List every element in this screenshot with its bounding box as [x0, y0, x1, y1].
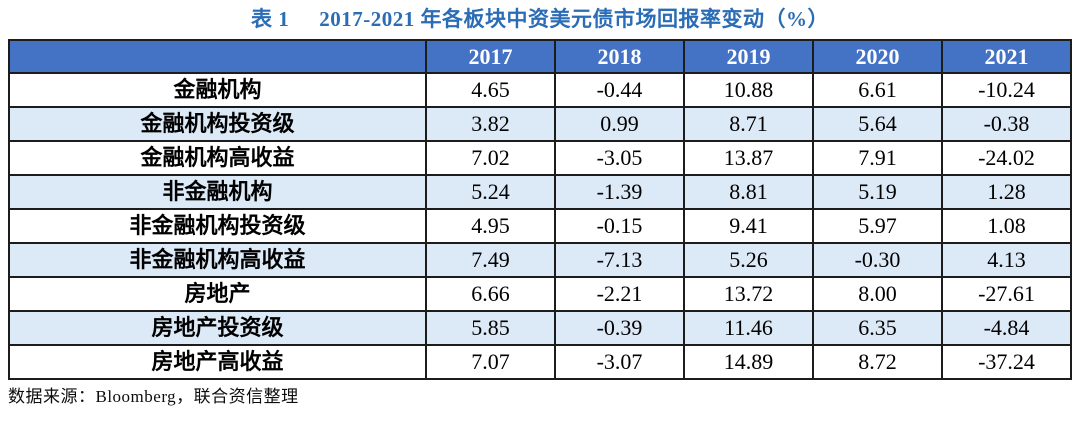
table-cell: 4.65 [425, 72, 556, 108]
table-row: 金融机构投资级 3.82 0.99 8.71 5.64 -0.38 [8, 106, 1072, 142]
table-cell: 7.91 [812, 140, 943, 176]
table-cell: -0.15 [554, 208, 685, 244]
header-cell-2018: 2018 [554, 39, 685, 74]
table-cell: 8.81 [683, 174, 814, 210]
table-cell: -27.61 [941, 276, 1072, 312]
table-row: 房地产投资级 5.85 -0.39 11.46 6.35 -4.84 [8, 310, 1072, 346]
table-cell: 13.87 [683, 140, 814, 176]
row-label: 金融机构 [8, 72, 427, 108]
returns-table: 2017 2018 2019 2020 2021 金融机构 4.65 -0.44… [8, 39, 1072, 380]
table-cell: 10.88 [683, 72, 814, 108]
table-cell: 8.72 [812, 344, 943, 380]
table-row: 非金融机构高收益 7.49 -7.13 5.26 -0.30 4.13 [8, 242, 1072, 278]
table-cell: -2.21 [554, 276, 685, 312]
table-cell: 13.72 [683, 276, 814, 312]
table-cell: -3.07 [554, 344, 685, 380]
table-row: 金融机构 4.65 -0.44 10.88 6.61 -10.24 [8, 72, 1072, 108]
table-number: 表 1 [251, 7, 290, 31]
header-row: 2017 2018 2019 2020 2021 [8, 39, 1072, 74]
table-cell: 0.99 [554, 106, 685, 142]
row-label: 非金融机构高收益 [8, 242, 427, 278]
table-row: 非金融机构 5.24 -1.39 8.81 5.19 1.28 [8, 174, 1072, 210]
table-cell: 4.13 [941, 242, 1072, 278]
header-cell-2021: 2021 [941, 39, 1072, 74]
row-label: 房地产投资级 [8, 310, 427, 346]
table-cell: -37.24 [941, 344, 1072, 380]
table-cell: 8.71 [683, 106, 814, 142]
row-label: 非金融机构投资级 [8, 208, 427, 244]
table-cell: -1.39 [554, 174, 685, 210]
table-cell: 5.85 [425, 310, 556, 346]
table-cell: -0.39 [554, 310, 685, 346]
table-cell: -3.05 [554, 140, 685, 176]
table-cell: 5.97 [812, 208, 943, 244]
table-cell: 4.95 [425, 208, 556, 244]
header-cell-blank [8, 39, 427, 74]
table-cell: 1.08 [941, 208, 1072, 244]
table-cell: 11.46 [683, 310, 814, 346]
table-cell: 7.02 [425, 140, 556, 176]
table-cell: -10.24 [941, 72, 1072, 108]
table-row: 房地产高收益 7.07 -3.07 14.89 8.72 -37.24 [8, 344, 1072, 380]
row-label: 非金融机构 [8, 174, 427, 210]
table-title-text: 2017-2021 年各板块中资美元债市场回报率变动（%） [319, 7, 829, 31]
table-cell: 5.24 [425, 174, 556, 210]
table-row: 金融机构高收益 7.02 -3.05 13.87 7.91 -24.02 [8, 140, 1072, 176]
table-cell: 6.61 [812, 72, 943, 108]
header-cell-2017: 2017 [425, 39, 556, 74]
table-cell: -24.02 [941, 140, 1072, 176]
row-label: 金融机构投资级 [8, 106, 427, 142]
table-cell: 9.41 [683, 208, 814, 244]
header-cell-2019: 2019 [683, 39, 814, 74]
table-cell: -0.44 [554, 72, 685, 108]
table-cell: 1.28 [941, 174, 1072, 210]
table-cell: 5.64 [812, 106, 943, 142]
table-cell: 5.26 [683, 242, 814, 278]
data-source-note: 数据来源：Bloomberg，联合资信整理 [8, 387, 299, 406]
row-label: 房地产高收益 [8, 344, 427, 380]
row-label: 房地产 [8, 276, 427, 312]
table-cell: 6.35 [812, 310, 943, 346]
table-cell: 14.89 [683, 344, 814, 380]
table-cell: 7.07 [425, 344, 556, 380]
table-row: 非金融机构投资级 4.95 -0.15 9.41 5.97 1.08 [8, 208, 1072, 244]
table-cell: -4.84 [941, 310, 1072, 346]
table-cell: -7.13 [554, 242, 685, 278]
header-cell-2020: 2020 [812, 39, 943, 74]
table-cell: 8.00 [812, 276, 943, 312]
table-cell: -0.30 [812, 242, 943, 278]
table-cell: 6.66 [425, 276, 556, 312]
table-cell: 3.82 [425, 106, 556, 142]
table-cell: 7.49 [425, 242, 556, 278]
table-cell: -0.38 [941, 106, 1072, 142]
table-cell: 5.19 [812, 174, 943, 210]
table-title: 表 1 2017-2021 年各板块中资美元债市场回报率变动（%） [8, 5, 1072, 33]
row-label: 金融机构高收益 [8, 140, 427, 176]
table-row: 房地产 6.66 -2.21 13.72 8.00 -27.61 [8, 276, 1072, 312]
